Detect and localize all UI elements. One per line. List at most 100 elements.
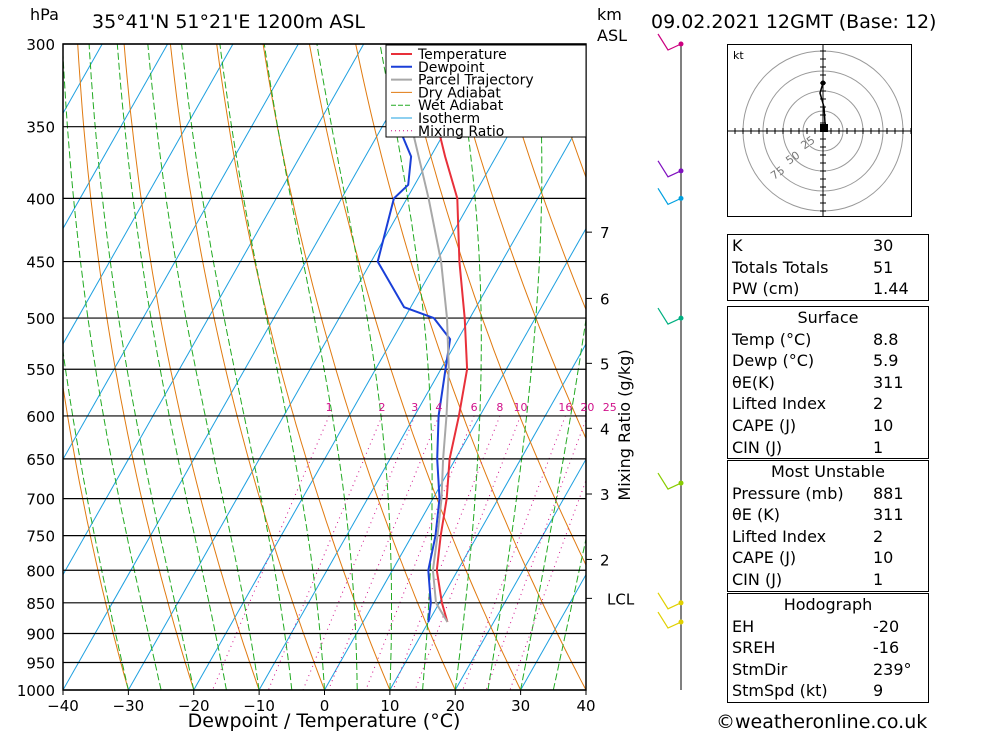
x-tick-label: −40	[47, 697, 79, 715]
wet-adiabat-line	[379, 44, 433, 690]
dry-adiabat-line	[77, 44, 195, 690]
hodograph_table-row: StmDir 239°	[728, 659, 928, 681]
hodograph-unit: kt	[733, 49, 744, 62]
pressure-tick-label: 850	[26, 595, 55, 613]
most-unstable-table: Most Unstable Pressure (mb) 881 θE (K) 311 Li…	[727, 460, 929, 592]
row-label: CAPE (J)	[732, 548, 797, 568]
mixing-ratio-label: 20	[580, 401, 594, 414]
row-value: 51	[873, 257, 894, 277]
surface-row: CIN (J) 1	[728, 437, 928, 459]
wind-barb	[657, 611, 682, 629]
row-label: θE(K)	[732, 372, 775, 392]
height-tick-label: 7	[600, 224, 610, 242]
wet-adiabat-line	[487, 44, 543, 690]
dry-adiabat-line	[447, 44, 586, 440]
dry-adiabat-line	[123, 44, 260, 690]
wind-barb	[657, 307, 682, 325]
surface-title: Surface	[797, 308, 859, 327]
mixing-ratio-label: 3	[411, 401, 418, 414]
pressure-tick-label: 700	[26, 491, 55, 509]
pressure-tick-label: 500	[26, 310, 55, 328]
height-tick-label: 6	[600, 290, 610, 308]
row-value: -16	[873, 638, 900, 658]
isotherm-line	[127, 44, 495, 690]
mixing-ratio-label: 16	[558, 401, 572, 414]
hodograph_table-row: SREH -16	[728, 637, 928, 659]
storm-motion-marker	[820, 124, 828, 132]
row-value: 10	[873, 415, 894, 435]
hodograph-ring-label: 50	[783, 149, 802, 168]
hodograph-panel: kt 25 50 75	[727, 42, 912, 220]
pressure-tick-label: 950	[26, 654, 55, 672]
row-label: CIN (J)	[732, 569, 783, 589]
legend-entry: Dry Adiabat	[418, 85, 501, 101]
dry-adiabat-line	[169, 44, 325, 690]
row-value: 311	[873, 372, 904, 392]
series-line-parcel-trajectory	[388, 44, 450, 623]
most_unstable-row: CIN (J) 1	[728, 569, 928, 591]
x-tick-label: −20	[178, 697, 210, 715]
legend-entry: Temperature	[417, 47, 507, 63]
mixing-ratio-line	[212, 415, 330, 690]
row-label: K	[732, 236, 743, 255]
hodograph_table-title: Hodograph	[783, 595, 873, 614]
legend-entry: Isotherm	[418, 111, 480, 127]
isotherm-line	[324, 227, 586, 690]
row-label: CAPE (J)	[732, 415, 797, 435]
series-line-dewpoint	[376, 44, 452, 623]
wet-adiabat-line	[63, 44, 162, 690]
mixing-ratio-label: 10	[514, 401, 528, 414]
most_unstable-row: θE (K) 311	[728, 504, 928, 526]
row-value: 5.9	[873, 351, 899, 371]
hodograph-table: Hodograph EH -20 SREH -16 StmDir 239° StmSpd (k…	[727, 593, 929, 703]
wet-adiabat-line	[263, 44, 358, 690]
pressure-tick-label: 450	[26, 254, 55, 272]
mixing-ratio-axis-label: Mixing Ratio (g/kg)	[615, 349, 634, 500]
height-unit-asl: ASL	[597, 26, 627, 45]
isotherm-line	[63, 44, 365, 576]
legend-box	[385, 44, 587, 138]
mixing-ratio-label: 1	[326, 401, 333, 414]
row-value: 30	[873, 236, 894, 255]
row-label: StmDir	[732, 659, 788, 679]
isotherm-line	[193, 44, 561, 690]
dry-adiabat-line	[216, 44, 391, 690]
isotherm-line	[258, 112, 586, 690]
row-value: 2	[873, 394, 884, 414]
mixing-ratio-label: 6	[471, 401, 478, 414]
row-value: 1	[873, 437, 884, 457]
hodograph-point	[820, 80, 826, 86]
height-tick-label: 4	[600, 420, 610, 438]
x-tick-label: 20	[446, 697, 465, 715]
row-value: 881	[873, 483, 904, 503]
x-tick-label: 30	[511, 697, 530, 715]
mixing-ratio-label: 2	[379, 401, 386, 414]
pressure-tick-label: 750	[26, 528, 55, 546]
pressure-tick-label: 800	[26, 562, 55, 580]
dry-adiabat-line	[958, 44, 1000, 690]
isotherm-line	[454, 458, 586, 690]
legend-entry: Wet Adiabat	[418, 98, 504, 114]
x-tick-label: −10	[243, 697, 275, 715]
pressure-unit: hPa	[30, 5, 59, 24]
surface-row: CAPE (J) 10	[728, 415, 928, 437]
row-label: CIN (J)	[732, 437, 783, 457]
height-unit-km: km	[597, 5, 622, 24]
legend-entry: Parcel Trajectory	[418, 73, 534, 89]
copyright: ©weatheronline.co.uk	[716, 711, 928, 733]
wind-barb	[657, 592, 682, 610]
mixing-ratio-line	[328, 415, 440, 690]
pressure-tick-label: 650	[26, 451, 55, 469]
wind-barb	[657, 33, 682, 51]
row-value: 10	[873, 548, 894, 568]
row-value: 311	[873, 505, 904, 525]
series-line-temperature	[411, 44, 469, 623]
row-label: SREH	[732, 638, 776, 658]
row-value: -20	[873, 616, 900, 636]
legend-entry: Dewpoint	[418, 60, 485, 76]
row-value: 239°	[873, 659, 912, 679]
wet-adiabat-line	[316, 44, 392, 690]
mixing-ratio-label: 25	[603, 401, 617, 414]
indices-table: K 30 Totals Totals 51 PW (cm) 1.44	[727, 234, 929, 301]
